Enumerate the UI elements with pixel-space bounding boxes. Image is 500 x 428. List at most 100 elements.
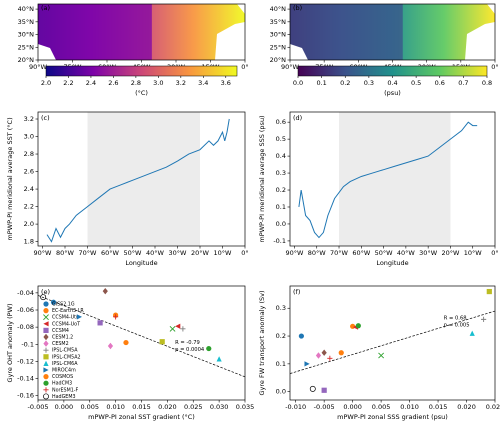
x-tick-label: 90°W [285,249,304,257]
y-axis-label: Gyre FW transport anomaly (Sv) [258,291,266,396]
y-tick-label: 2.4 [24,185,34,193]
map-field [38,4,152,60]
y-tick-label: 3.0 [24,133,34,141]
y-tick-label: 0.3 [276,169,286,177]
panel-label: (e) [41,288,50,296]
y-tick-label: 2.6 [24,168,34,176]
x-tick-label: 80°W [308,249,327,257]
x-tick-label: 40°W [146,249,165,257]
marker [43,340,49,347]
y-tick-label: 35°N [18,18,35,26]
y-tick-label: 0.2 [276,186,286,194]
x-tick-label: 0.035 [236,403,255,411]
x-tick-label: 90°W [29,63,48,71]
x-axis-label: mPWP-PI zonal SSS gradient (psu) [337,413,448,421]
y-tick-label: 1.8 [24,238,34,246]
marker [43,321,49,327]
x-tick-label: 0.025 [486,403,500,411]
marker [102,287,108,295]
y-tick-label: 20°N [270,56,287,64]
colorbar-tick-label: 2.2 [63,79,73,87]
legend-label: HadGEM3 [52,394,76,400]
land [215,22,245,60]
x-tick-label: 0.000 [343,403,362,411]
y-tick-label: -0.1 [273,237,286,245]
colorbar-label: (°C) [135,89,148,97]
panel-label: (f) [293,288,300,296]
colorbar-tick-label: 0.8 [482,79,492,87]
y-axis-label: mPWP-PI meridional average SSS (psu) [258,115,266,242]
marker [321,387,327,393]
marker [355,323,361,329]
marker [43,380,49,386]
marker [486,288,492,295]
y-tick-label: -0.14 [17,375,34,383]
annotation: p = 0.005 [444,322,470,328]
x-tick-label: 60°W [101,249,120,257]
axes-frame [37,285,246,401]
y-tick-label: -0.16 [17,392,34,400]
x-tick-label: 0.005 [372,403,391,411]
y-tick-label: 2.8 [24,150,34,158]
map-field [290,4,403,60]
x-tick-label: 90°W [34,249,53,257]
x-tick-label: 80°W [56,249,75,257]
x-tick-label: 0.010 [400,403,419,411]
marker [169,325,176,332]
y-tick-label: 0.0 [276,220,286,228]
colorbar [45,65,238,77]
marker [40,294,47,301]
annotation: R = -0.79 [175,340,200,346]
marker [481,316,487,322]
x-tick-label: 0.015 [429,403,448,411]
colorbar-tick-label: 3.0 [153,79,163,87]
y-tick-label: 0.2 [276,332,286,340]
y-tick-label: -0.04 [17,289,34,297]
x-tick-label: 10°W [464,249,483,257]
x-tick-label: 50°W [124,249,143,257]
x-tick-label: 30°W [419,249,438,257]
land [237,4,245,14]
x-tick-label: -0.005 [314,403,335,411]
x-tick-label: 0.020 [457,403,476,411]
x-tick-label: 0° [491,249,498,257]
land [290,44,308,60]
x-tick-label: 0.025 [184,403,203,411]
marker [43,308,49,314]
axes-frame [289,111,496,247]
panel-label: (a) [41,4,50,12]
y-tick-label: 0.4 [276,152,286,160]
marker [43,393,49,400]
colorbar-label: (psu) [384,89,401,97]
land [487,4,495,14]
marker [298,333,304,339]
x-tick-label: 0° [491,63,498,71]
axes-frame [37,111,246,247]
marker [206,345,212,352]
axes-frame [37,3,246,61]
panel-label: (d) [293,114,302,122]
y-tick-label: 2.2 [24,203,34,211]
x-tick-label: 50°W [375,249,394,257]
axes-frame [289,285,496,401]
panel-label: (c) [41,114,50,122]
x-axis-label: mPWP-PI zonal SST gradient (°C) [88,413,195,421]
marker [175,323,181,329]
legend-label: IPSL-CM6A [52,361,78,367]
marker [43,347,49,353]
legend-label: EC-Earth3-LR [52,308,84,314]
y-tick-label: 0.5 [276,135,286,143]
marker [43,367,49,373]
x-tick-label: 30°W [169,249,188,257]
marker [43,354,49,360]
colorbar-tick-label: 0.5 [411,79,421,87]
shaded-region [87,112,200,246]
marker [97,320,103,326]
y-tick-label: 30°N [18,31,35,39]
marker [107,342,114,350]
colorbar-tick-label: 0.7 [458,79,468,87]
annotation: p = 0.0004 [175,347,205,353]
x-axis-label: Longitude [125,259,157,267]
y-tick-label: 3.2 [24,115,34,123]
marker [327,355,333,361]
